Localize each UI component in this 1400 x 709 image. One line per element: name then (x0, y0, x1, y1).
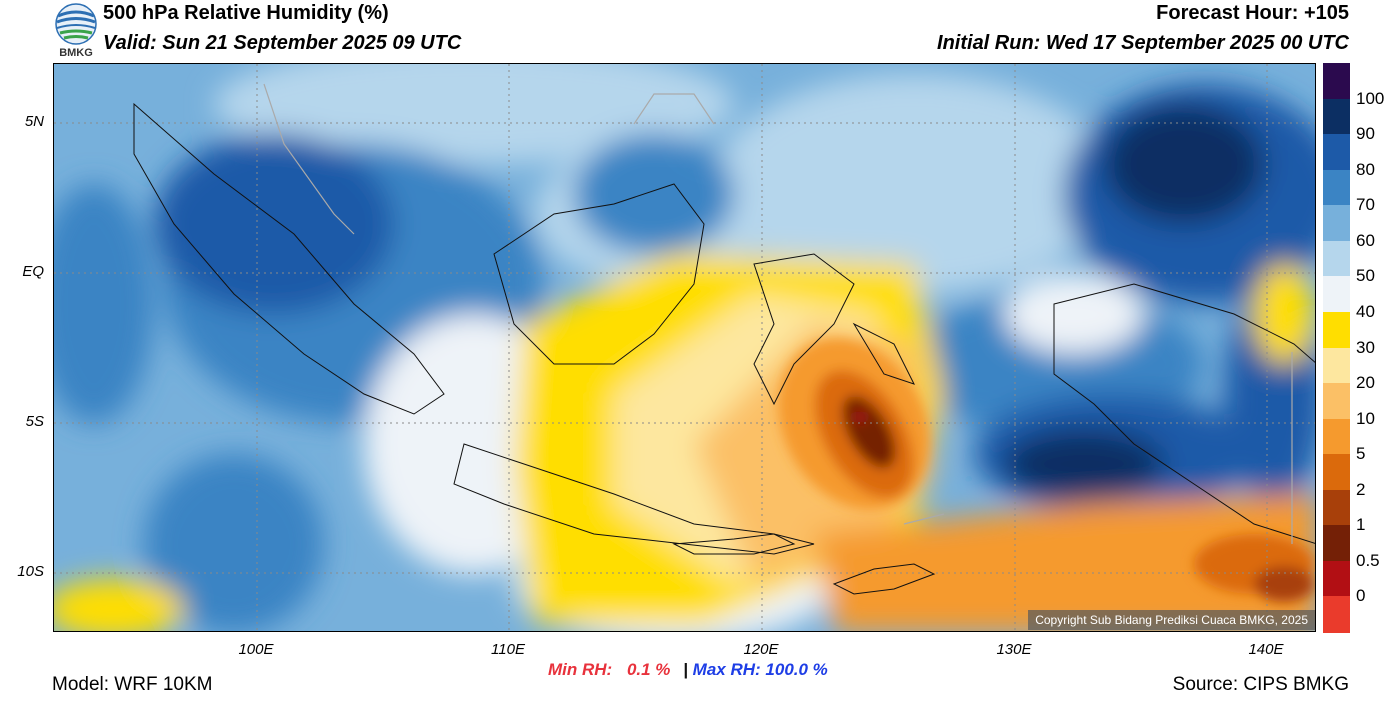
colorbar (1323, 63, 1350, 633)
bmkg-logo-icon (55, 3, 97, 45)
initial-run: Initial Run: Wed 17 September 2025 00 UT… (937, 32, 1349, 54)
colorbar-label: 50 (1356, 266, 1375, 286)
colorbar-segment (1323, 240, 1350, 277)
colorbar-segment (1323, 596, 1350, 633)
colorbar-segment (1323, 205, 1350, 242)
max-rh-value: 100.0 % (765, 660, 828, 679)
colorbar-segment (1323, 98, 1350, 135)
colorbar-label: 30 (1356, 337, 1375, 357)
colorbar-segment (1323, 276, 1350, 313)
borders (263, 83, 1293, 544)
copyright-notice: Copyright Sub Bidang Prediksi Cuaca BMKG… (1028, 610, 1315, 630)
colorbar-label: 80 (1356, 159, 1375, 179)
lon-label-130e: 130E (996, 641, 1032, 658)
colorbar-label: 100 (1356, 88, 1385, 108)
colorbar-label: 20 (1356, 373, 1375, 393)
bmkg-logo: BMKG (52, 2, 100, 60)
graticule (54, 64, 1315, 631)
colorbar-label: 0.5 (1356, 550, 1380, 570)
colorbar-segment (1323, 134, 1350, 171)
colorbar-label: 90 (1356, 124, 1375, 144)
colorbar-label: 60 (1356, 230, 1375, 250)
lat-label-5s: 5S (25, 413, 44, 430)
lon-label-140e: 140E (1248, 641, 1284, 658)
forecast-hour: Forecast Hour: +105 (1156, 2, 1349, 24)
humidity-map (53, 63, 1316, 632)
min-rh-label: Min RH: (548, 660, 613, 679)
valid-time: Valid: Sun 21 September 2025 09 UTC (103, 32, 462, 54)
colorbar-segment (1323, 169, 1350, 206)
colorbar-segment (1323, 454, 1350, 491)
logo-text: BMKG (59, 47, 93, 59)
colorbar-label: 5 (1356, 444, 1366, 464)
humidity-core (778, 338, 1314, 602)
colorbar-segment (1323, 63, 1350, 100)
max-rh-label: Max RH: (692, 660, 761, 679)
colorbar-label: 40 (1356, 301, 1375, 321)
lon-label-100e: 100E (238, 641, 274, 658)
lon-label-110e: 110E (491, 641, 525, 658)
lat-label-10s: 10S (17, 563, 44, 580)
colorbar-segment (1323, 418, 1350, 455)
source-label: Source: CIPS BMKG (1172, 674, 1349, 695)
colorbar-label: 70 (1356, 195, 1375, 215)
lat-label-5n: 5N (24, 113, 44, 130)
lat-label-eq: EQ (22, 263, 44, 280)
colorbar-segment (1323, 347, 1350, 384)
lon-label-120e: 120E (743, 641, 779, 658)
colorbar-label: 2 (1356, 479, 1366, 499)
colorbar-segment (1323, 560, 1350, 597)
stats-separator: | (683, 660, 688, 679)
min-rh-value: 0.1 % (626, 660, 671, 679)
colorbar-label: 1 (1356, 515, 1366, 535)
colorbar-segment (1323, 525, 1350, 562)
rh-stats: Min RH: 0.1 % | Max RH: 100.0 % (548, 660, 828, 680)
coastlines (133, 102, 1315, 595)
colorbar-label: 0 (1356, 586, 1366, 606)
colorbar-segment (1323, 311, 1350, 348)
colorbar-segment (1323, 383, 1350, 420)
map-title: 500 hPa Relative Humidity (%) (103, 2, 389, 24)
humidity-map-canvas (54, 64, 1315, 631)
model-label: Model: WRF 10KM (52, 674, 213, 695)
colorbar-label: 10 (1356, 408, 1375, 428)
humidity-field (54, 64, 1315, 631)
colorbar-segment (1323, 489, 1350, 526)
